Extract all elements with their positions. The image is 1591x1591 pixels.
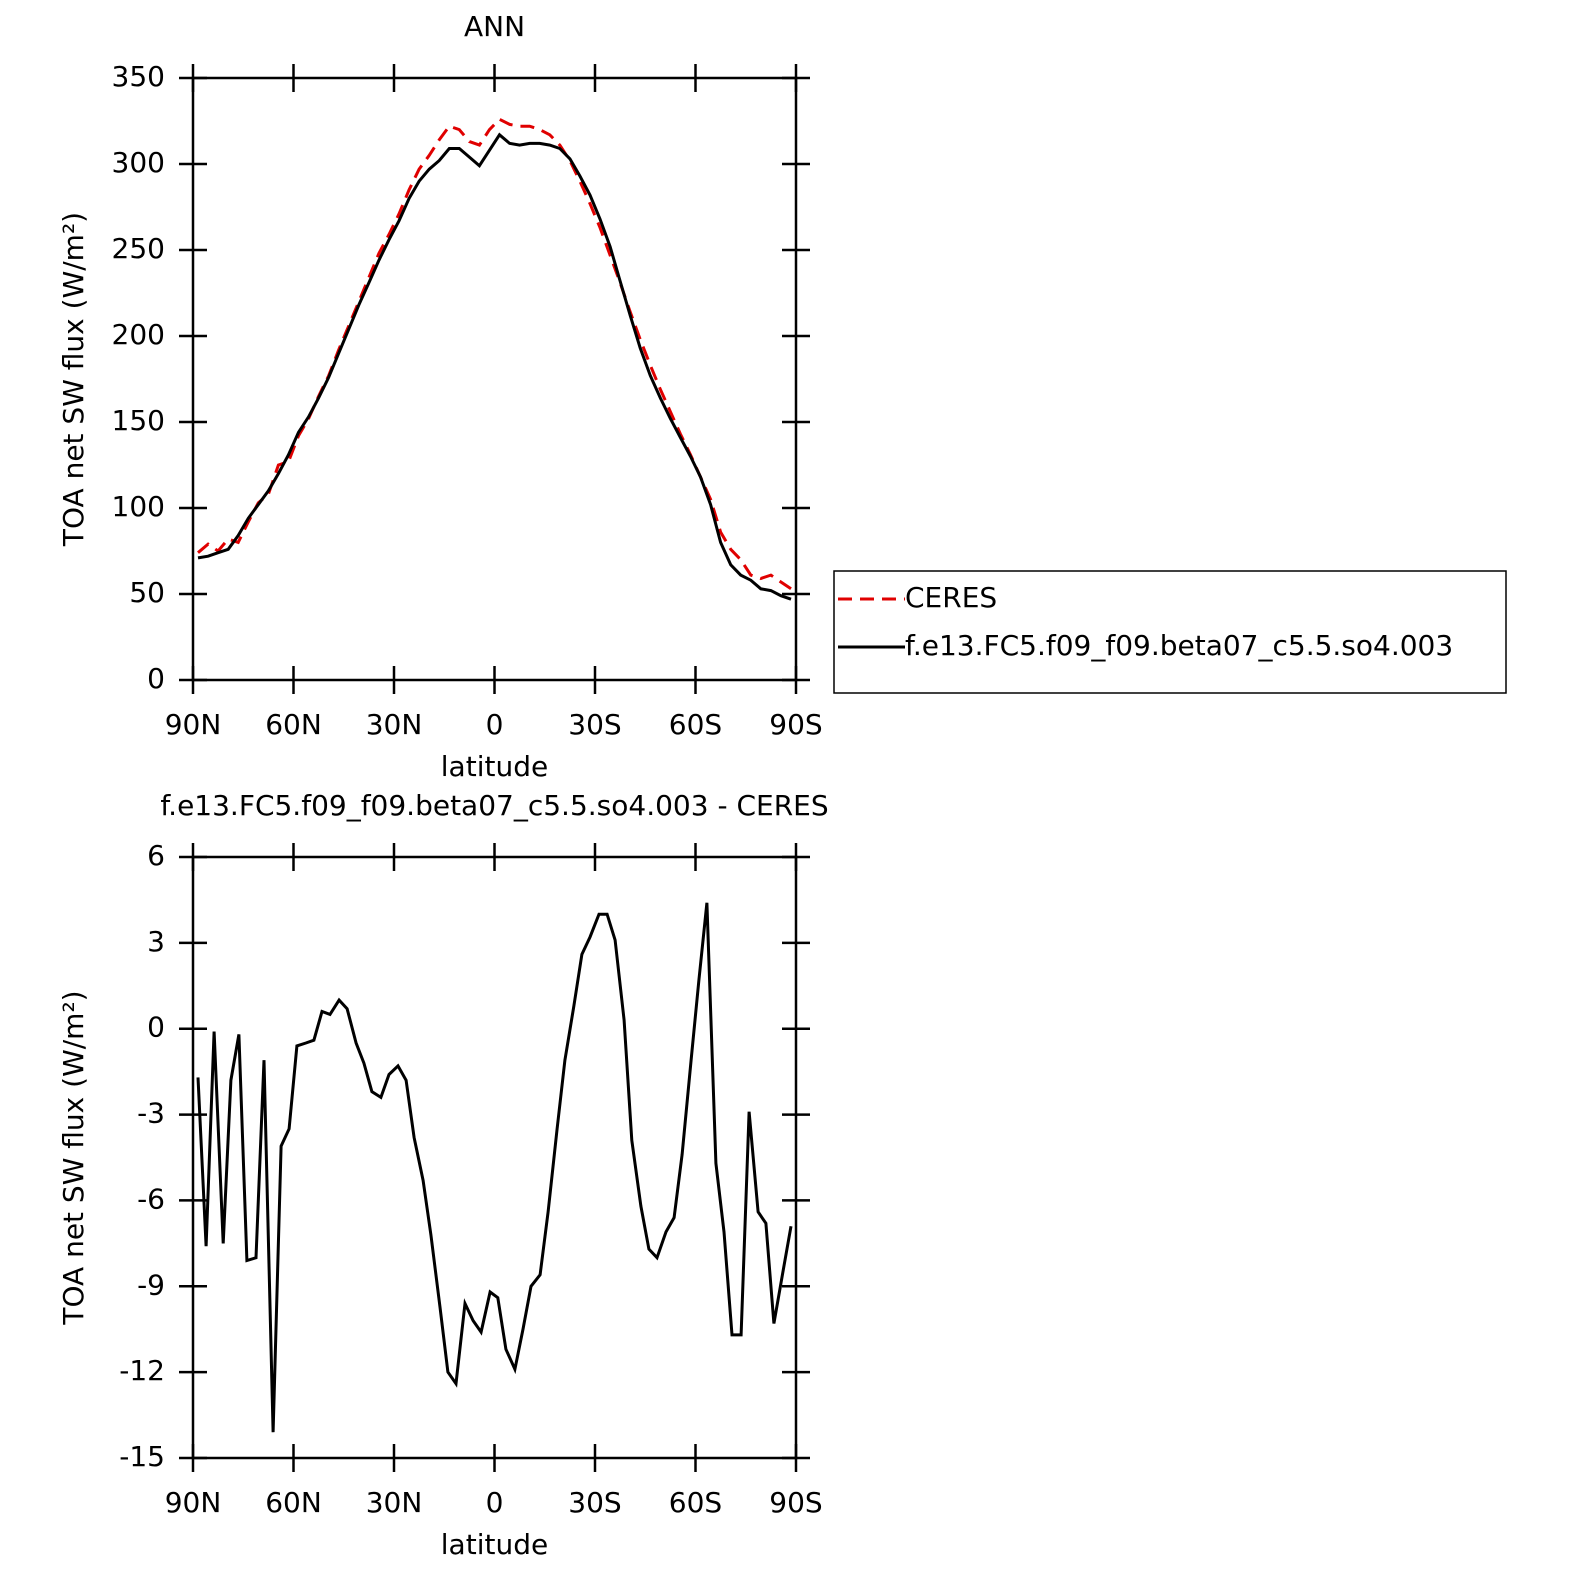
x-tick-label: 90S: [769, 708, 822, 741]
y-tick-label: 300: [112, 146, 165, 179]
y-tick-label: 200: [112, 318, 165, 351]
x-tick-label: 60N: [265, 708, 322, 741]
series-line: [197, 117, 792, 591]
y-tick-label: 250: [112, 232, 165, 265]
y-tick-label: 0: [147, 1011, 165, 1044]
plot-frame: [191, 855, 798, 1460]
y-tick-label: -15: [119, 1440, 165, 1473]
y-tick-label: 6: [147, 839, 165, 872]
legend-box: [833, 570, 1507, 694]
x-tick-label: 0: [486, 1486, 504, 1519]
plot-frame: [191, 76, 798, 682]
y-tick-label: 150: [112, 404, 165, 437]
x-axis-label: latitude: [441, 1528, 548, 1561]
x-tick-label: 90N: [165, 708, 222, 741]
series-line: [196, 902, 793, 1433]
chart-title: f.e13.FC5.f09_f09.beta07_c5.5.so4.003 - …: [160, 789, 828, 822]
x-tick-label: 60N: [265, 1486, 322, 1519]
x-tick-label: 60S: [669, 708, 722, 741]
y-tick-label: -3: [137, 1097, 165, 1130]
x-tick-label: 30N: [366, 708, 423, 741]
y-axis-label: TOA net SW flux (W/m²): [57, 990, 90, 1325]
y-tick-label: -6: [137, 1182, 165, 1215]
x-tick-label: 60S: [669, 1486, 722, 1519]
x-tick-label: 30N: [366, 1486, 423, 1519]
y-tick-label: 350: [112, 60, 165, 93]
y-tick-label: 100: [112, 490, 165, 523]
y-tick-label: -9: [137, 1268, 165, 1301]
series-line: [197, 132, 792, 601]
y-tick-label: -12: [119, 1354, 165, 1387]
y-tick-label: 0: [147, 662, 165, 695]
chart-title: ANN: [464, 10, 525, 43]
x-tick-label: 90S: [769, 1486, 822, 1519]
x-tick-label: 90N: [165, 1486, 222, 1519]
x-tick-label: 30S: [568, 708, 621, 741]
x-tick-label: 30S: [568, 1486, 621, 1519]
x-tick-label: 0: [486, 708, 504, 741]
y-tick-label: 3: [147, 925, 165, 958]
legend-label: CERES: [905, 581, 997, 614]
x-axis-label: latitude: [441, 750, 548, 783]
y-axis-label: TOA net SW flux (W/m²): [57, 212, 90, 547]
legend-label: f.e13.FC5.f09_f09.beta07_c5.5.so4.003: [905, 629, 1453, 662]
y-tick-label: 50: [129, 576, 165, 609]
